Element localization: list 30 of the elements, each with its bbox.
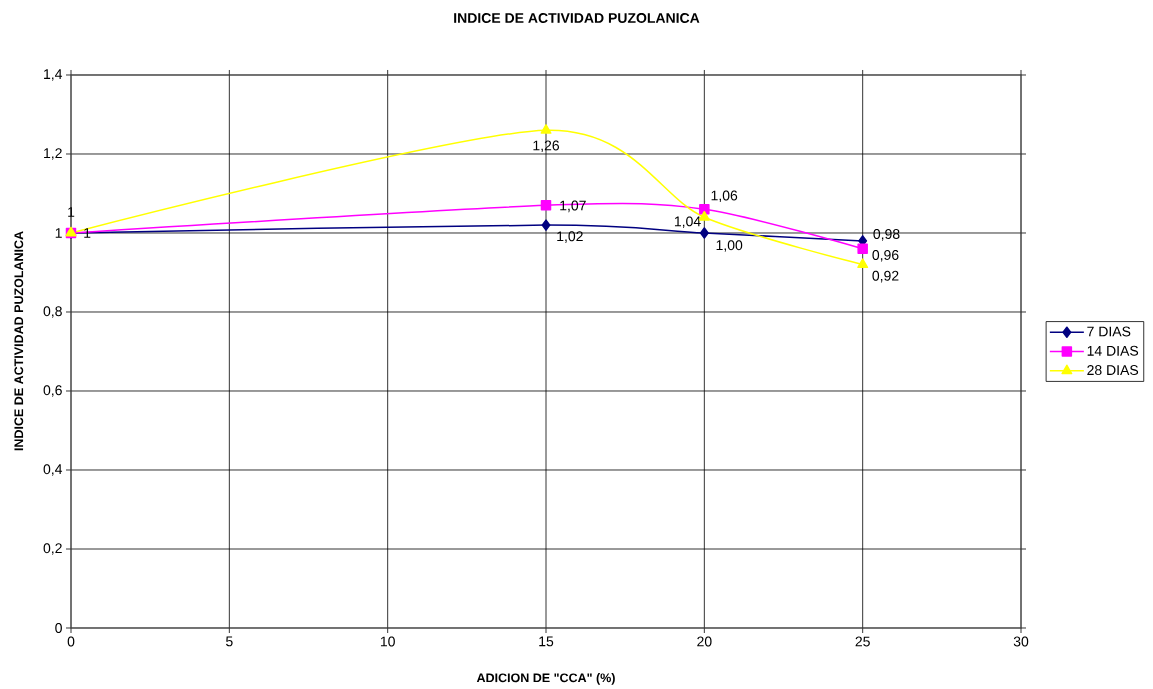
x-tick-label: 5: [226, 636, 233, 647]
x-tick-label: 15: [539, 636, 554, 647]
data-label: 1: [84, 228, 91, 238]
y-axis-title: INDICE DE ACTIVIDAD PUZOLANICA: [14, 231, 24, 451]
x-axis-title: ADICION DE "CCA" (%): [476, 673, 615, 685]
legend-label: 7 DIAS: [1087, 326, 1131, 337]
y-tick-label: 0,2: [43, 543, 62, 555]
legend-label: 14 DIAS: [1087, 345, 1139, 356]
y-tick-label: 1,4: [44, 69, 63, 81]
y-tick-label: 0,4: [43, 464, 63, 476]
x-tick-label: 10: [380, 636, 395, 647]
y-tick-label: 0: [55, 623, 62, 633]
y-tick-label: 1: [55, 228, 62, 238]
data-label: 0,92: [872, 270, 899, 283]
data-label: 1,02: [557, 231, 583, 243]
x-tick-label: 30: [1013, 636, 1029, 647]
x-tick-label: 0: [67, 636, 75, 647]
data-label: 1,26: [533, 140, 560, 153]
chart-title: INDICE DE ACTIVIDAD PUZOLANICA: [454, 13, 700, 23]
x-tick-label: 25: [855, 636, 870, 647]
data-label: 0,98: [873, 229, 900, 241]
data-label: 1,06: [711, 190, 738, 203]
data-label: 1,00: [716, 240, 743, 252]
y-tick-label: 0,8: [43, 306, 62, 318]
data-label: 0,96: [872, 250, 899, 262]
data-label: 1,04: [674, 216, 701, 228]
x-tick-label: 20: [697, 636, 712, 647]
legend-label: 28 DIAS: [1087, 365, 1139, 376]
y-tick-label: 1,2: [44, 148, 62, 160]
y-tick-label: 0,6: [43, 385, 62, 397]
